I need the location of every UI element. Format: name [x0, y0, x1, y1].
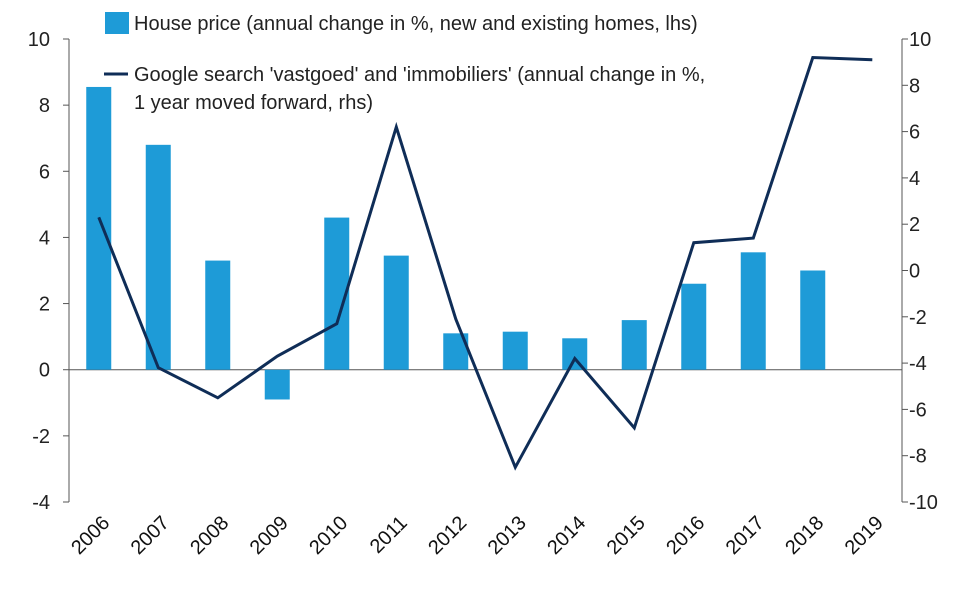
right-tick-label: -2 — [909, 307, 927, 329]
right-tick-label: 8 — [909, 75, 920, 97]
bar-house-price-2009 — [264, 369, 290, 400]
x-tick-label: 2011 — [366, 512, 412, 558]
bar-house-price-2006 — [86, 86, 112, 370]
x-tick-label: 2013 — [484, 512, 531, 559]
right-tick-label: 4 — [909, 168, 920, 190]
x-tick-label: 2009 — [246, 512, 293, 559]
x-tick-label: 2015 — [603, 512, 650, 559]
right-tick-label: 0 — [909, 261, 920, 283]
x-tick-label: 2010 — [305, 512, 352, 559]
x-tick-label: 2018 — [781, 512, 828, 559]
x-tick-label: 2007 — [127, 512, 174, 559]
x-tick-label: 2016 — [662, 512, 709, 559]
bar-house-price-2017 — [740, 252, 766, 370]
x-tick-label: 2014 — [543, 512, 590, 559]
bar-house-price-2011 — [383, 255, 409, 370]
legend-swatch-house-price — [105, 12, 129, 34]
left-tick-label: -2 — [32, 426, 50, 448]
bar-house-price-2018 — [800, 270, 826, 370]
legend-label-house-price: House price (annual change in %, new and… — [134, 13, 698, 35]
left-tick-label: 0 — [39, 360, 50, 382]
bar-house-price-2007 — [145, 144, 171, 370]
left-tick-label: 4 — [39, 227, 50, 249]
line-series-google-search — [97, 55, 873, 471]
x-tick-label: 2006 — [67, 512, 114, 559]
right-tick-label: -4 — [909, 353, 927, 375]
bar-house-price-2016 — [681, 283, 707, 370]
line-google-search — [97, 55, 873, 471]
bar-series-house-price — [86, 86, 826, 400]
x-tick-label: 2008 — [186, 512, 233, 559]
right-tick-label: 6 — [909, 122, 920, 144]
x-tick-label: 2019 — [841, 512, 888, 559]
bar-house-price-2013 — [502, 331, 528, 370]
bar-house-price-2015 — [621, 320, 647, 370]
right-tick-label: 2 — [909, 214, 920, 236]
legend: House price (annual change in %, new and… — [104, 12, 705, 114]
left-tick-label: 2 — [39, 294, 50, 316]
left-tick-label: 6 — [39, 161, 50, 183]
left-tick-label: 8 — [39, 95, 50, 117]
bar-house-price-2014 — [562, 338, 588, 370]
axes: -4 -2 0 2 4 6 8 10 -10 -8 -6 -4 -2 0 2 4 6 8 10 — [28, 29, 938, 514]
left-tick-label: -4 — [32, 492, 50, 514]
legend-label-google-search-line2: 1 year moved forward, rhs) — [134, 92, 373, 114]
right-tick-label: 10 — [909, 29, 931, 51]
x-tick-label: 2012 — [424, 512, 471, 559]
left-tick-label: 10 — [28, 29, 50, 51]
x-tick-label: 2017 — [722, 512, 769, 559]
right-tick-label: -8 — [909, 446, 927, 468]
legend-label-google-search-line1: Google search 'vastgoed' and 'immobilier… — [134, 64, 705, 86]
right-tick-label: -10 — [909, 492, 938, 514]
right-tick-label: -6 — [909, 399, 927, 421]
x-axis-labels: 2006 2007 2008 2009 2010 2011 2012 2013 2014 2015… — [67, 512, 888, 559]
bar-house-price-2008 — [205, 260, 231, 370]
